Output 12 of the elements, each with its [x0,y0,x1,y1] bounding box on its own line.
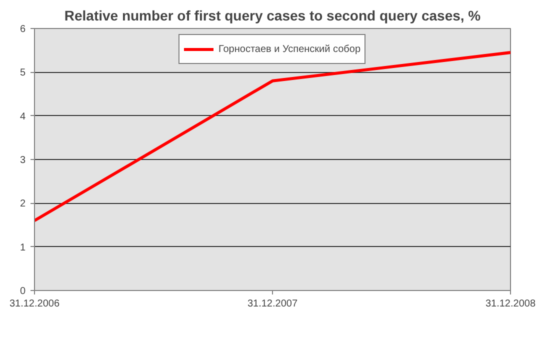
y-tick-label: 6 [20,24,26,35]
x-tick-label: 31.12.2008 [485,298,536,310]
y-tick-label: 3 [20,155,26,166]
y-tick-label: 2 [20,198,26,210]
chart-title: Relative number of first query cases to second query cases, % [64,8,482,24]
y-tick-label: 5 [20,68,26,79]
y-tick-label: 1 [20,242,26,254]
legend-label: Горностаев и Успенский собор [218,44,361,54]
x-tick-label: 31.12.2006 [9,298,60,310]
y-tick-label: 4 [20,111,26,122]
x-tick-label: 31.12.2007 [247,298,298,310]
y-tick-label: 0 [20,286,26,297]
